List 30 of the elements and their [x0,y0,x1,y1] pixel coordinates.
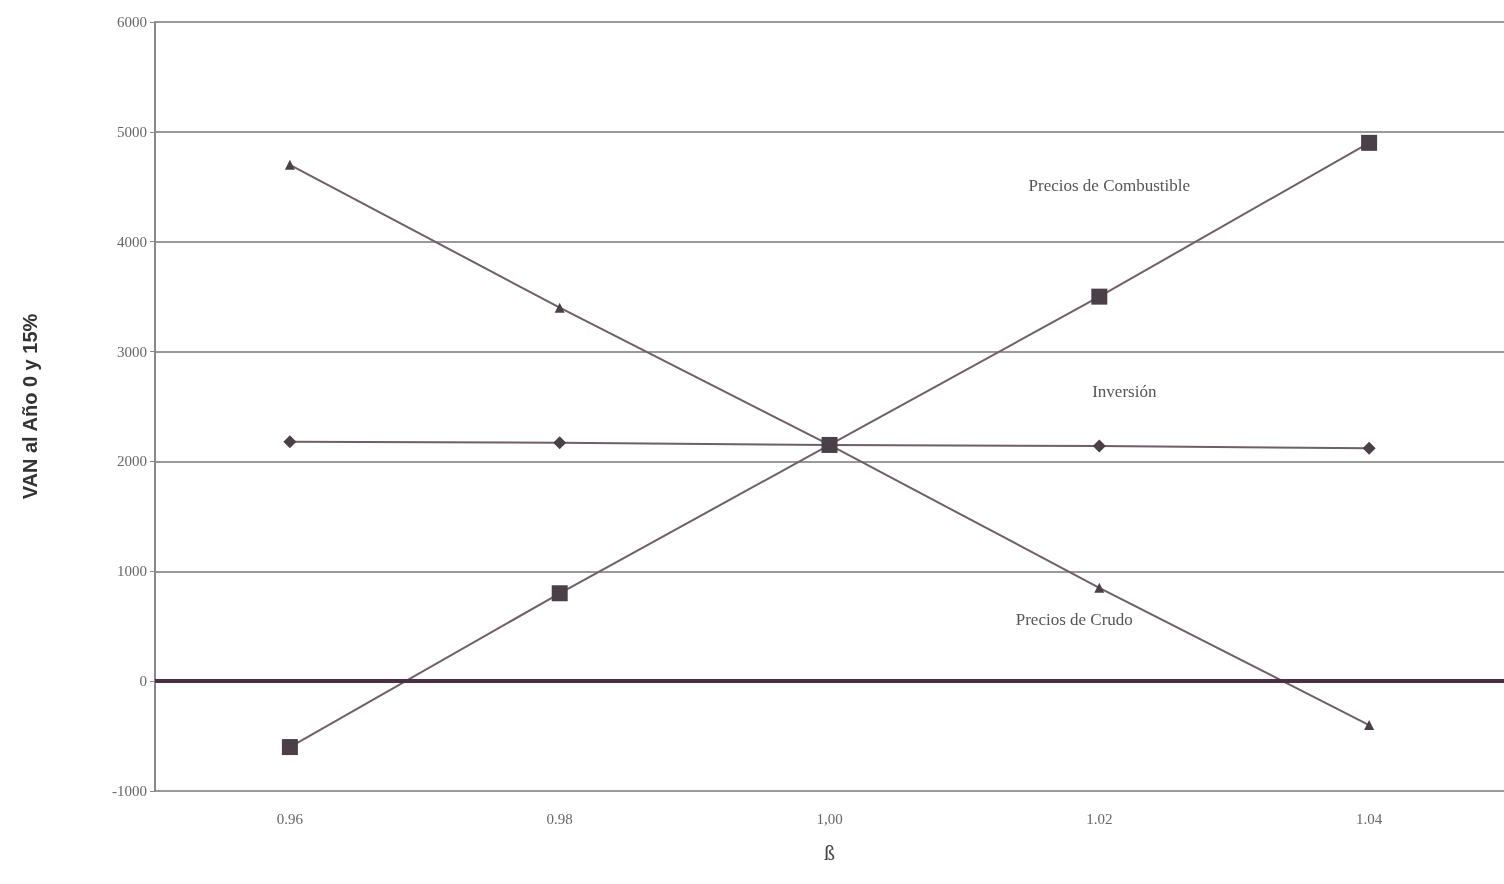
x-tick-label: 1.02 [1086,810,1113,827]
point [1094,582,1105,593]
x-axis-title: ß [824,839,835,865]
x-tick-label: 0.96 [276,810,304,827]
y-tick-label: 0 [139,673,147,690]
point [551,585,568,602]
point [1362,441,1376,455]
y-tick-label: 1000 [117,563,147,580]
y-tick-label: 5000 [117,123,147,140]
y-tick-label: 4000 [117,233,147,250]
y-tick-label: 6000 [117,14,147,30]
text: Precios de Combustible [1028,175,1191,195]
point [553,436,567,450]
point [554,302,565,313]
point [1364,720,1375,731]
point [1091,288,1108,305]
point [281,739,298,756]
series-label: Precios de Crudo [1015,609,1133,629]
x-tick-label: 0.98 [546,810,573,827]
point [1092,439,1106,453]
point [1361,134,1378,151]
text: Inversión [1092,381,1157,401]
x-tick-label: 1,00 [816,810,843,827]
y-tick-label: 3000 [117,343,147,360]
point [283,435,297,449]
x-tick-label: 1.04 [1355,810,1383,827]
y-tick-label: -1000 [112,783,147,799]
point [284,159,295,170]
y-tick-label: 2000 [117,453,147,470]
y-axis-title: VAN al Año 0 y 15% [19,313,41,500]
